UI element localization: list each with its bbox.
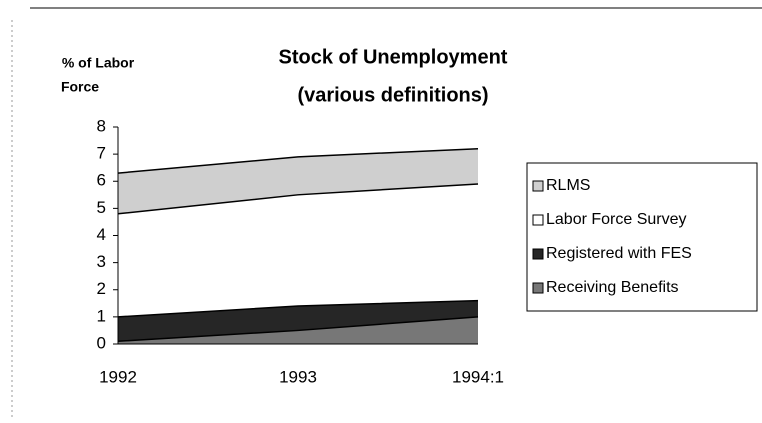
legend-box <box>526 162 758 312</box>
legend-marker <box>532 180 544 192</box>
y-axis-label: Force <box>61 79 99 95</box>
x-tick-label: 1993 <box>279 367 317 386</box>
area-line <box>117 147 479 174</box>
y-tick-label: 1 <box>97 306 106 325</box>
legend-marker <box>532 282 544 294</box>
y-tick-label: 0 <box>97 333 106 352</box>
area-line <box>117 316 479 343</box>
area-line <box>117 183 479 215</box>
x-tick-label: 1992 <box>99 367 137 386</box>
legend-label: Labor Force Survey <box>546 211 687 228</box>
legend-label: Registered with FES <box>546 245 692 262</box>
x-tick-label: 1994:1 <box>452 367 504 386</box>
legend-label: Receiving Benefits <box>546 279 679 296</box>
y-tick-label: 4 <box>97 225 106 244</box>
y-tick-label: 3 <box>97 252 106 271</box>
y-tick-label: 5 <box>97 198 106 217</box>
y-axis-label: % of Labor <box>62 55 135 71</box>
legend-marker <box>532 214 544 226</box>
legend-label: RLMS <box>546 177 590 194</box>
y-tick-label: 7 <box>97 144 106 163</box>
chart-title: Stock of Unemployment <box>279 46 508 68</box>
y-tick-label: 8 <box>97 116 106 135</box>
legend-marker <box>532 248 544 260</box>
y-tick-label: 2 <box>97 279 106 298</box>
area-line <box>117 299 479 318</box>
chart-subtitle: (various definitions) <box>297 84 488 106</box>
y-tick-label: 6 <box>97 171 106 190</box>
